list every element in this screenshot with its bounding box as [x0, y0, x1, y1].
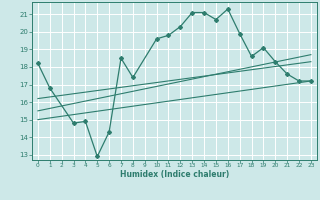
X-axis label: Humidex (Indice chaleur): Humidex (Indice chaleur)	[120, 170, 229, 179]
